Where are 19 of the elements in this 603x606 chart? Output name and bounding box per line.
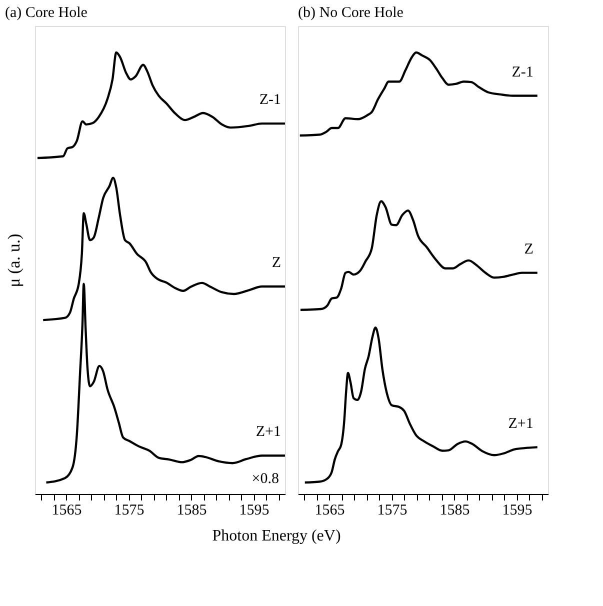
series-label: Z-1: [259, 92, 281, 108]
chart-title: (a) Core Hole: [5, 5, 88, 21]
chart-title: (b) No Core Hole: [298, 5, 404, 21]
y-axis-title: μ (a. u.): [4, 234, 24, 288]
x-axis-title: Photon Energy (eV): [212, 528, 341, 544]
series-label: Z: [272, 255, 281, 272]
series-label: Z+1: [256, 424, 281, 440]
x-tick-label: 1565: [52, 502, 82, 518]
x-tick-label: 1585: [440, 502, 470, 518]
annotation: ×0.8: [252, 471, 279, 487]
series-label: Z: [524, 241, 534, 258]
x-tick-label: 1565: [314, 502, 345, 518]
x-tick-label: 1575: [377, 502, 408, 518]
series-label: Z+1: [508, 416, 534, 432]
x-tick-label: 1595: [502, 502, 532, 518]
x-tick-label: 1585: [176, 502, 207, 518]
x-tick-label: 1575: [114, 502, 144, 518]
series-label: Z-1: [512, 64, 534, 80]
x-tick-label: 1595: [239, 502, 270, 518]
